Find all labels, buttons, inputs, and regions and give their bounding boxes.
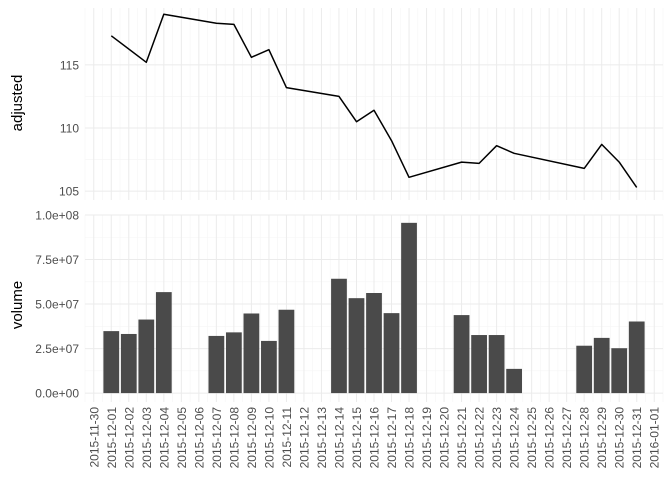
adjusted-price-line [110,13,638,188]
x-tick-label: 2015-12-25 [525,407,539,469]
x-tick-label: 2015-11-30 [87,407,101,468]
volume-bar [611,348,628,394]
x-tick-label: 2015-12-30 [613,407,627,469]
y-tick-label: 1.0e+08 [35,209,79,223]
volume-bar [278,309,295,394]
x-tick-label: 2015-12-01 [105,407,119,469]
x-tick-label: 2015-12-24 [508,407,522,469]
adjusted-axis-title: adjusted [9,75,26,132]
x-tick-label: 2015-12-19 [420,407,434,469]
volume-bar [593,337,610,394]
x-tick-label: 2015-12-29 [595,407,609,469]
y-tick-label: 0.0e+00 [35,387,79,401]
x-tick-label: 2015-12-10 [262,407,276,469]
x-tick-label: 2015-12-02 [122,407,136,469]
x-tick-label: 2015-12-21 [455,407,469,469]
x-tick-label: 2015-12-15 [350,407,364,469]
volume-bar [331,278,347,394]
x-tick-label: 2015-12-07 [210,407,224,469]
volume-bar [138,319,155,394]
x-tick-label: 2015-12-06 [192,407,206,469]
x-tick-label: 2015-12-16 [368,407,382,469]
x-tick-label: 2015-12-31 [630,407,644,469]
volume-bar [628,321,645,394]
volume-bar [488,335,505,394]
x-tick-label: 2015-12-22 [473,407,487,469]
volume-bar [120,333,137,394]
volume-bar [208,335,225,394]
x-tick-label: 2015-12-26 [543,407,557,469]
x-axis-ticks: 2015-11-30 2015-12-01 2015-12-02 2015-12-03… [87,407,661,469]
x-tick-label: 2015-12-18 [403,407,417,469]
volume-bar [243,313,260,394]
x-tick-label: 2015-12-13 [315,407,329,469]
volume-bar [348,298,365,394]
y-tick-label: 105 [59,185,79,199]
volume-bar [471,335,487,394]
x-tick-label: 2015-12-20 [438,407,452,469]
volume-bar [506,368,523,394]
volume-bar [155,292,172,394]
x-tick-label: 2015-12-04 [157,407,171,469]
x-tick-label: 2015-12-28 [578,407,592,469]
y-tick-label: 5.0e+07 [35,298,79,312]
volume-axis-title: volume [9,281,26,329]
x-tick-label: 2016-01-01 [648,407,662,469]
volume-bar [401,222,417,394]
volume-bar [261,340,277,394]
x-tick-label: 2015-12-08 [227,407,241,469]
volume-bar [225,332,242,394]
x-tick-label: 2015-12-27 [560,407,574,469]
x-tick-label: 2015-12-11 [280,407,294,468]
x-tick-label: 2015-12-12 [297,407,311,469]
x-tick-label: 2015-12-23 [490,407,504,469]
x-tick-label: 2015-12-09 [245,407,259,469]
volume-panel: 0.0e+00 2.5e+07 5.0e+07 7.5e+07 1.0e+08 [35,209,664,402]
x-tick-label: 2015-12-14 [333,407,347,469]
volume-bar [383,313,400,394]
x-tick-label: 2015-12-05 [175,407,189,469]
y-tick-label: 2.5e+07 [35,342,79,356]
volume-bar [576,345,593,394]
y-tick-label: 110 [60,122,79,136]
volume-bar [103,331,120,394]
y-tick-label: 115 [60,58,79,72]
volume-bar [453,315,470,394]
x-tick-label: 2015-12-17 [385,407,399,469]
volume-bar [366,293,382,394]
adjusted-panel: 105 110 115 [59,8,664,200]
x-tick-label: 2015-12-03 [140,407,154,469]
y-tick-label: 7.5e+07 [35,253,79,267]
